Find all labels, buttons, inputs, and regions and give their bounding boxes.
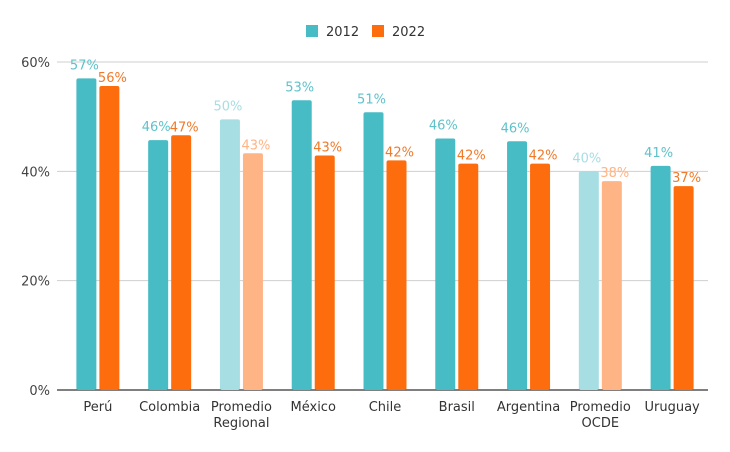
data-label-2012: 46% — [429, 119, 458, 134]
data-label-2012: 51% — [357, 92, 386, 107]
bar-2012 — [435, 138, 456, 390]
data-label-2022: 43% — [313, 140, 342, 155]
x-category-label: México — [291, 400, 336, 415]
x-category-label: OCDE — [582, 416, 620, 431]
data-label-2022: 37% — [672, 171, 701, 186]
bar-2012 — [148, 140, 169, 390]
data-label-2012: 53% — [285, 80, 314, 95]
legend-swatch-2012 — [306, 25, 318, 37]
bar-2022 — [171, 135, 192, 390]
bar-2022 — [99, 86, 120, 390]
data-labels: 57%56%46% 47%50%43%53%43%51%42%46%42%46%4… — [70, 58, 701, 186]
bar-2022 — [673, 186, 694, 390]
bar-2022 — [242, 153, 263, 390]
bar-2012 — [76, 78, 97, 391]
data-label-2022: 47% — [170, 120, 199, 135]
legend-label-2012: 2012 — [326, 25, 359, 40]
x-category-label: Colombia — [139, 400, 200, 415]
bar-2022 — [601, 181, 622, 390]
data-label-2012: 40% — [572, 151, 601, 166]
x-category-label: Chile — [369, 400, 402, 415]
x-category-label: Regional — [213, 416, 269, 431]
data-label-2022: 56% — [98, 71, 127, 86]
data-label-2022: 43% — [241, 138, 270, 153]
x-category-label: Argentina — [497, 400, 560, 415]
legend-swatch-2022 — [372, 25, 384, 37]
y-tick-label: 0% — [29, 384, 50, 399]
legend: 2012 2022 — [306, 25, 425, 40]
y-axis-ticks: 0% 20% 40% 60% — [21, 56, 50, 399]
data-label-2012: 57% — [70, 58, 99, 73]
data-label-2022: 42% — [457, 149, 486, 164]
data-label-2012: 41% — [644, 146, 673, 161]
x-category-label: Brasil — [439, 400, 475, 415]
data-label-2012: 50% — [213, 99, 242, 114]
data-label-2022: 38% — [600, 166, 629, 181]
data-label-2022: 42% — [385, 145, 414, 160]
x-category-label: Promedio — [570, 400, 631, 415]
data-label-2012: 46% — [501, 121, 530, 136]
data-label-2022: 42% — [529, 149, 558, 164]
x-category-label: Promedio — [211, 400, 272, 415]
bars — [76, 78, 694, 391]
bar-2012 — [578, 171, 599, 390]
y-tick-label: 40% — [21, 165, 50, 180]
x-category-label: Perú — [83, 400, 112, 415]
bar-2012 — [219, 119, 240, 391]
y-tick-label: 20% — [21, 275, 50, 290]
legend-label-2022: 2022 — [392, 25, 425, 40]
bar-2022 — [386, 160, 407, 390]
x-category-label: Uruguay — [644, 400, 700, 415]
bar-2022 — [458, 163, 479, 390]
bar-2012 — [363, 112, 384, 390]
bar-2012 — [507, 141, 528, 390]
y-tick-label: 60% — [21, 56, 50, 71]
bar-2022 — [314, 155, 335, 390]
bar-2012 — [291, 100, 312, 391]
bar-2012 — [650, 165, 671, 390]
data-label-2012: 46% — [142, 120, 171, 135]
bar-2022 — [530, 163, 551, 390]
